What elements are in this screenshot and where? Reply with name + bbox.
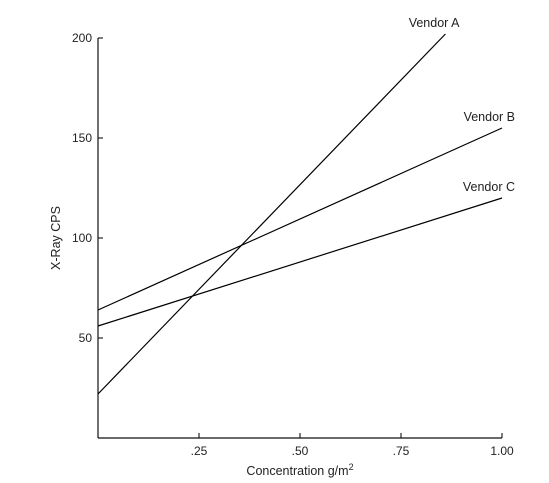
y-tick-label: 100 [72, 231, 92, 245]
series-line-c [97, 197, 503, 327]
x-axis-label: Concentration g/m2 [246, 462, 353, 478]
axes [97, 38, 502, 439]
y-tick-label: 50 [79, 331, 93, 345]
y-tick-label: 150 [72, 131, 92, 145]
y-axis-label: X-Ray CPS [49, 206, 63, 270]
x-axis-label-superscript: 2 [349, 462, 354, 472]
x-tick-label: .50 [292, 444, 309, 458]
series-label-c: Vendor C [463, 180, 515, 194]
x-axis-label-text: Concentration g/m [246, 464, 348, 478]
series-label-b: Vendor B [464, 110, 515, 124]
x-tick-label: 1.00 [490, 444, 514, 458]
series-lines [97, 33, 503, 395]
x-tick-label: .75 [393, 444, 410, 458]
series-line-a [97, 33, 446, 395]
y-tick-label: 200 [72, 31, 92, 45]
series-label-a: Vendor A [409, 16, 460, 30]
x-tick-label: .25 [191, 444, 208, 458]
series-labels: Vendor A Vendor B Vendor C [409, 16, 515, 194]
series-line-b [97, 127, 503, 311]
y-ticks: 50 100 150 200 [72, 31, 103, 345]
x-ticks: .25 .50 .75 1.00 [191, 433, 514, 458]
